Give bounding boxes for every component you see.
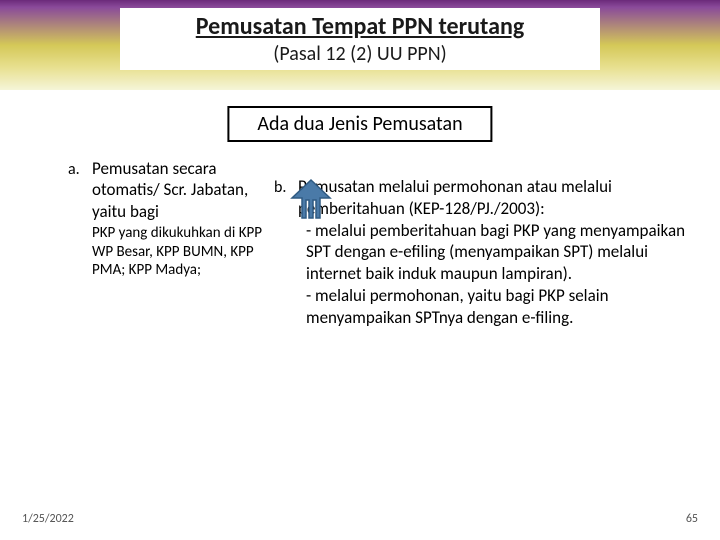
item-b-body: Pemusatan melalui permohonan atau melalu… <box>298 176 690 328</box>
list-label-a: a. <box>68 160 80 179</box>
column-b: b. Pemusatan melalui permohonan atau mel… <box>290 158 710 328</box>
section-heading: Ada dua Jenis Pemusatan <box>257 112 462 136</box>
item-b-sub2: - melalui permohonan, yaitu bagi PKP sel… <box>306 285 690 329</box>
list-label-b: b. <box>274 178 286 197</box>
content-columns: a. Pemusatan secara otomatis/ Scr. Jabat… <box>0 158 720 328</box>
item-b-main: Pemusatan melalui permohonan atau melalu… <box>298 176 690 220</box>
item-a-main: Pemusatan secara otomatis/ Scr. Jabatan,… <box>92 158 282 222</box>
column-a: a. Pemusatan secara otomatis/ Scr. Jabat… <box>0 158 290 328</box>
item-a-detail: PKP yang dikukuhkan di KPP WP Besar, KPP… <box>92 224 282 280</box>
header-gradient-band: Pemusatan Tempat PPN terutang (Pasal 12 … <box>0 0 720 90</box>
item-b-sub1: - melalui pemberitahuan bagi PKP yang me… <box>306 220 690 285</box>
footer-date: 1/25/2022 <box>22 512 74 526</box>
footer-page-number: 65 <box>686 512 698 526</box>
title-banner: Pemusatan Tempat PPN terutang (Pasal 12 … <box>120 8 600 70</box>
slide-title: Pemusatan Tempat PPN terutang <box>132 14 588 40</box>
up-arrow-icon <box>290 178 332 222</box>
slide-subtitle: (Pasal 12 (2) UU PPN) <box>132 42 588 66</box>
section-heading-box: Ada dua Jenis Pemusatan <box>227 106 492 142</box>
